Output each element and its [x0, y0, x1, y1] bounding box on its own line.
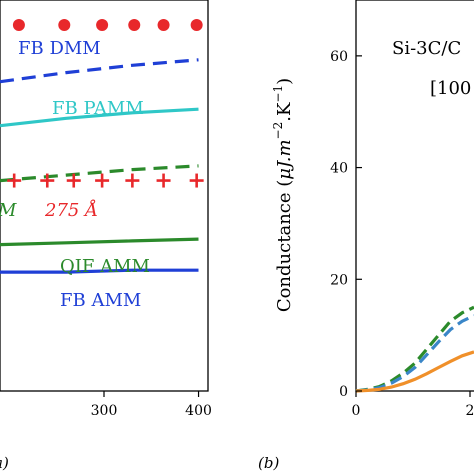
y-tick-label-0: 0	[339, 384, 348, 400]
panel-b-frame	[355, 0, 474, 392]
series-line-fb-dmm-1	[0, 58, 199, 84]
panel-a-x-ticks: 300 400	[91, 391, 212, 419]
y-tick-label-1: 20	[330, 272, 348, 288]
point-fb-dmm-0-4	[157, 19, 170, 31]
panel-b-text-line2: [100	[430, 78, 471, 99]
y-tick-label-2: 40	[330, 161, 348, 177]
annotation-fb-dmm: FB DMM	[18, 38, 101, 59]
series-line-fb-pamm-2	[0, 107, 199, 128]
point-fb-dmm-0-1	[58, 19, 71, 31]
point-275--4-2	[66, 173, 81, 188]
x-tick-label-1: 400	[185, 403, 212, 419]
point-fb-dmm-0-5	[190, 19, 203, 31]
series-line-fb-amm-6	[0, 268, 199, 274]
panel-a-label: a)	[0, 454, 9, 472]
point-fb-dmm-0-3	[128, 19, 141, 31]
point-fb-dmm-0-0	[12, 19, 25, 31]
panel-b-ticks: 0 20 40 60 0 2	[330, 49, 474, 419]
panel-b-x-tick-label-1: 2	[466, 403, 474, 419]
series-line-series-3	[0, 164, 199, 183]
annotation-fb-pamm: FB PAMM	[52, 98, 144, 119]
annotation-275: 275 Å	[44, 199, 98, 221]
annotation-qif-amm: QIF AMM	[60, 256, 150, 277]
panel-a: 300 400 FB DMM FB PAMM M 275 Å QIF AMM FB…	[0, 0, 212, 472]
panel-b-text-line1: Si-3C/C	[392, 38, 461, 59]
point-275--4-3	[95, 173, 110, 188]
annotation-m: M	[0, 200, 17, 221]
point-fb-dmm-0-2	[96, 19, 109, 31]
panel-b-series-line-2	[355, 350, 474, 393]
panel-b-y-axis-label: Conductance (μJ.m−2.K−1)	[271, 78, 295, 312]
x-tick-label-0: 300	[91, 403, 118, 419]
point-275--4-1	[40, 173, 55, 188]
panel-b: 0 20 40 60 0 2 Si-3C/C [100 Conductance (μJ.m…	[258, 0, 474, 472]
y-tick-label-3: 60	[330, 49, 348, 65]
point-275--4-5	[156, 173, 171, 188]
point-275--4-6	[189, 173, 204, 188]
point-275--4-4	[125, 173, 140, 188]
panel-b-series	[355, 305, 474, 393]
annotation-fb-amm: FB AMM	[60, 290, 141, 311]
panel-b-label: (b)	[258, 454, 279, 472]
point-275--4-0	[7, 173, 22, 188]
panel-a-series	[0, 19, 204, 274]
panel-b-x-tick-label-0: 0	[352, 403, 361, 419]
series-line-qif-amm-5	[0, 237, 199, 247]
